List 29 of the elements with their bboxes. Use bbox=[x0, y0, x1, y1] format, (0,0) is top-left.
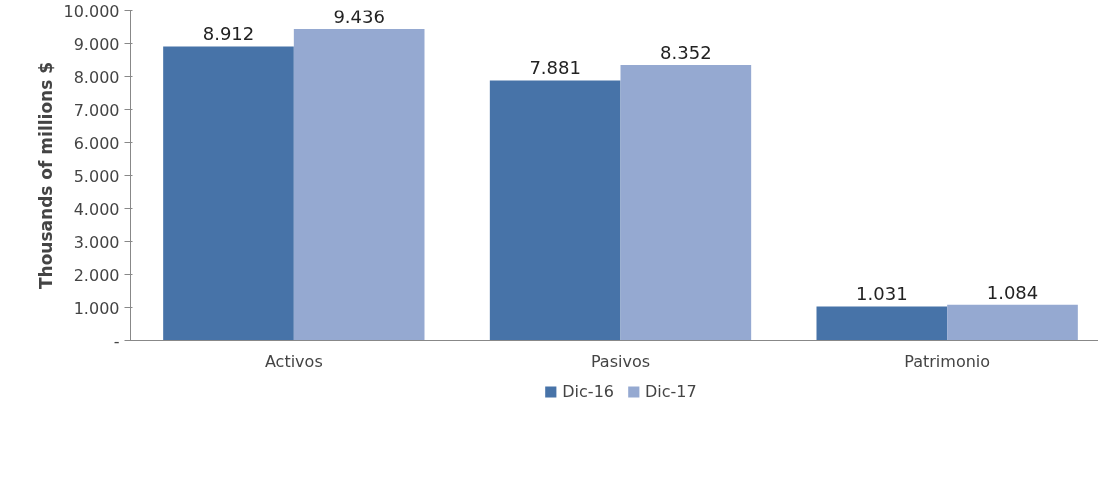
legend-label: Dic-17 bbox=[645, 381, 697, 401]
y-tick-label: 1.000 bbox=[73, 298, 120, 318]
y-tick-label: 3.000 bbox=[73, 232, 120, 252]
bar bbox=[620, 64, 752, 341]
y-tick-label: 2.000 bbox=[73, 265, 120, 285]
bar bbox=[293, 29, 425, 341]
y-axis-title: Thousands of millions $ bbox=[35, 61, 56, 290]
legend-label: Dic-16 bbox=[562, 381, 614, 401]
bar bbox=[816, 306, 948, 341]
x-tick-label: Patrimonio bbox=[904, 351, 991, 371]
y-tick-label: 6.000 bbox=[73, 133, 120, 153]
data-label: 9.436 bbox=[333, 6, 385, 28]
y-tick-label: 8.000 bbox=[73, 67, 120, 87]
data-label: 8.912 bbox=[202, 23, 255, 45]
data-label: 8.352 bbox=[660, 41, 712, 63]
y-tick-label: 10.000 bbox=[63, 1, 120, 21]
bar bbox=[489, 80, 621, 341]
x-tick-label: Pasivos bbox=[590, 351, 651, 371]
y-tick-label: - bbox=[113, 331, 120, 351]
y-tick-label: 7.000 bbox=[73, 100, 120, 120]
y-tick-label: 5.000 bbox=[73, 166, 120, 186]
data-label: 1.031 bbox=[856, 283, 908, 305]
bar bbox=[163, 46, 294, 341]
bar bbox=[947, 304, 1078, 341]
y-tick-label: 4.000 bbox=[73, 199, 120, 219]
y-tick-label: 9.000 bbox=[73, 34, 120, 54]
x-tick-label: Activos bbox=[264, 351, 323, 371]
data-label: 1.084 bbox=[986, 281, 1039, 303]
data-label: 7.881 bbox=[529, 57, 581, 79]
